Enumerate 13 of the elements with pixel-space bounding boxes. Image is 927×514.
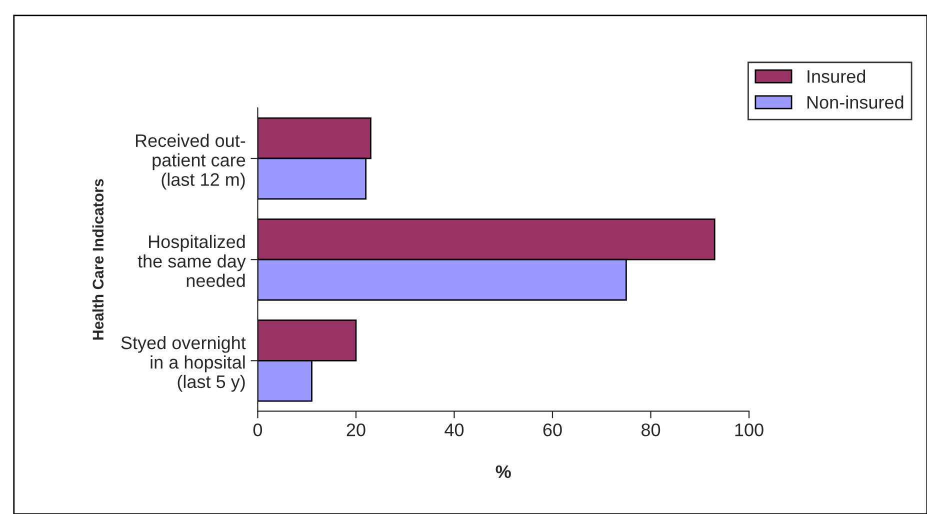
y-tick-label: Received out- patient care (last 12 m) (136, 134, 246, 190)
x-axis-title: % (496, 465, 511, 478)
y-axis-title: Health Care Indicators (92, 179, 104, 340)
legend-label: Non-insured (807, 95, 904, 109)
y-tick-label: Hospitalized the same day needed (138, 234, 246, 288)
x-tick-label: 0 (253, 423, 262, 436)
y-tick-label: Styed overnight in a hopsital (last 5 y) (121, 336, 246, 392)
x-tick-label: 80 (642, 423, 660, 436)
x-tick-label: 60 (543, 423, 562, 436)
x-tick-label: 40 (444, 423, 464, 436)
x-tick-label: 100 (735, 423, 764, 436)
x-tick-label: 20 (346, 423, 366, 436)
legend-label: Insured (808, 70, 866, 83)
